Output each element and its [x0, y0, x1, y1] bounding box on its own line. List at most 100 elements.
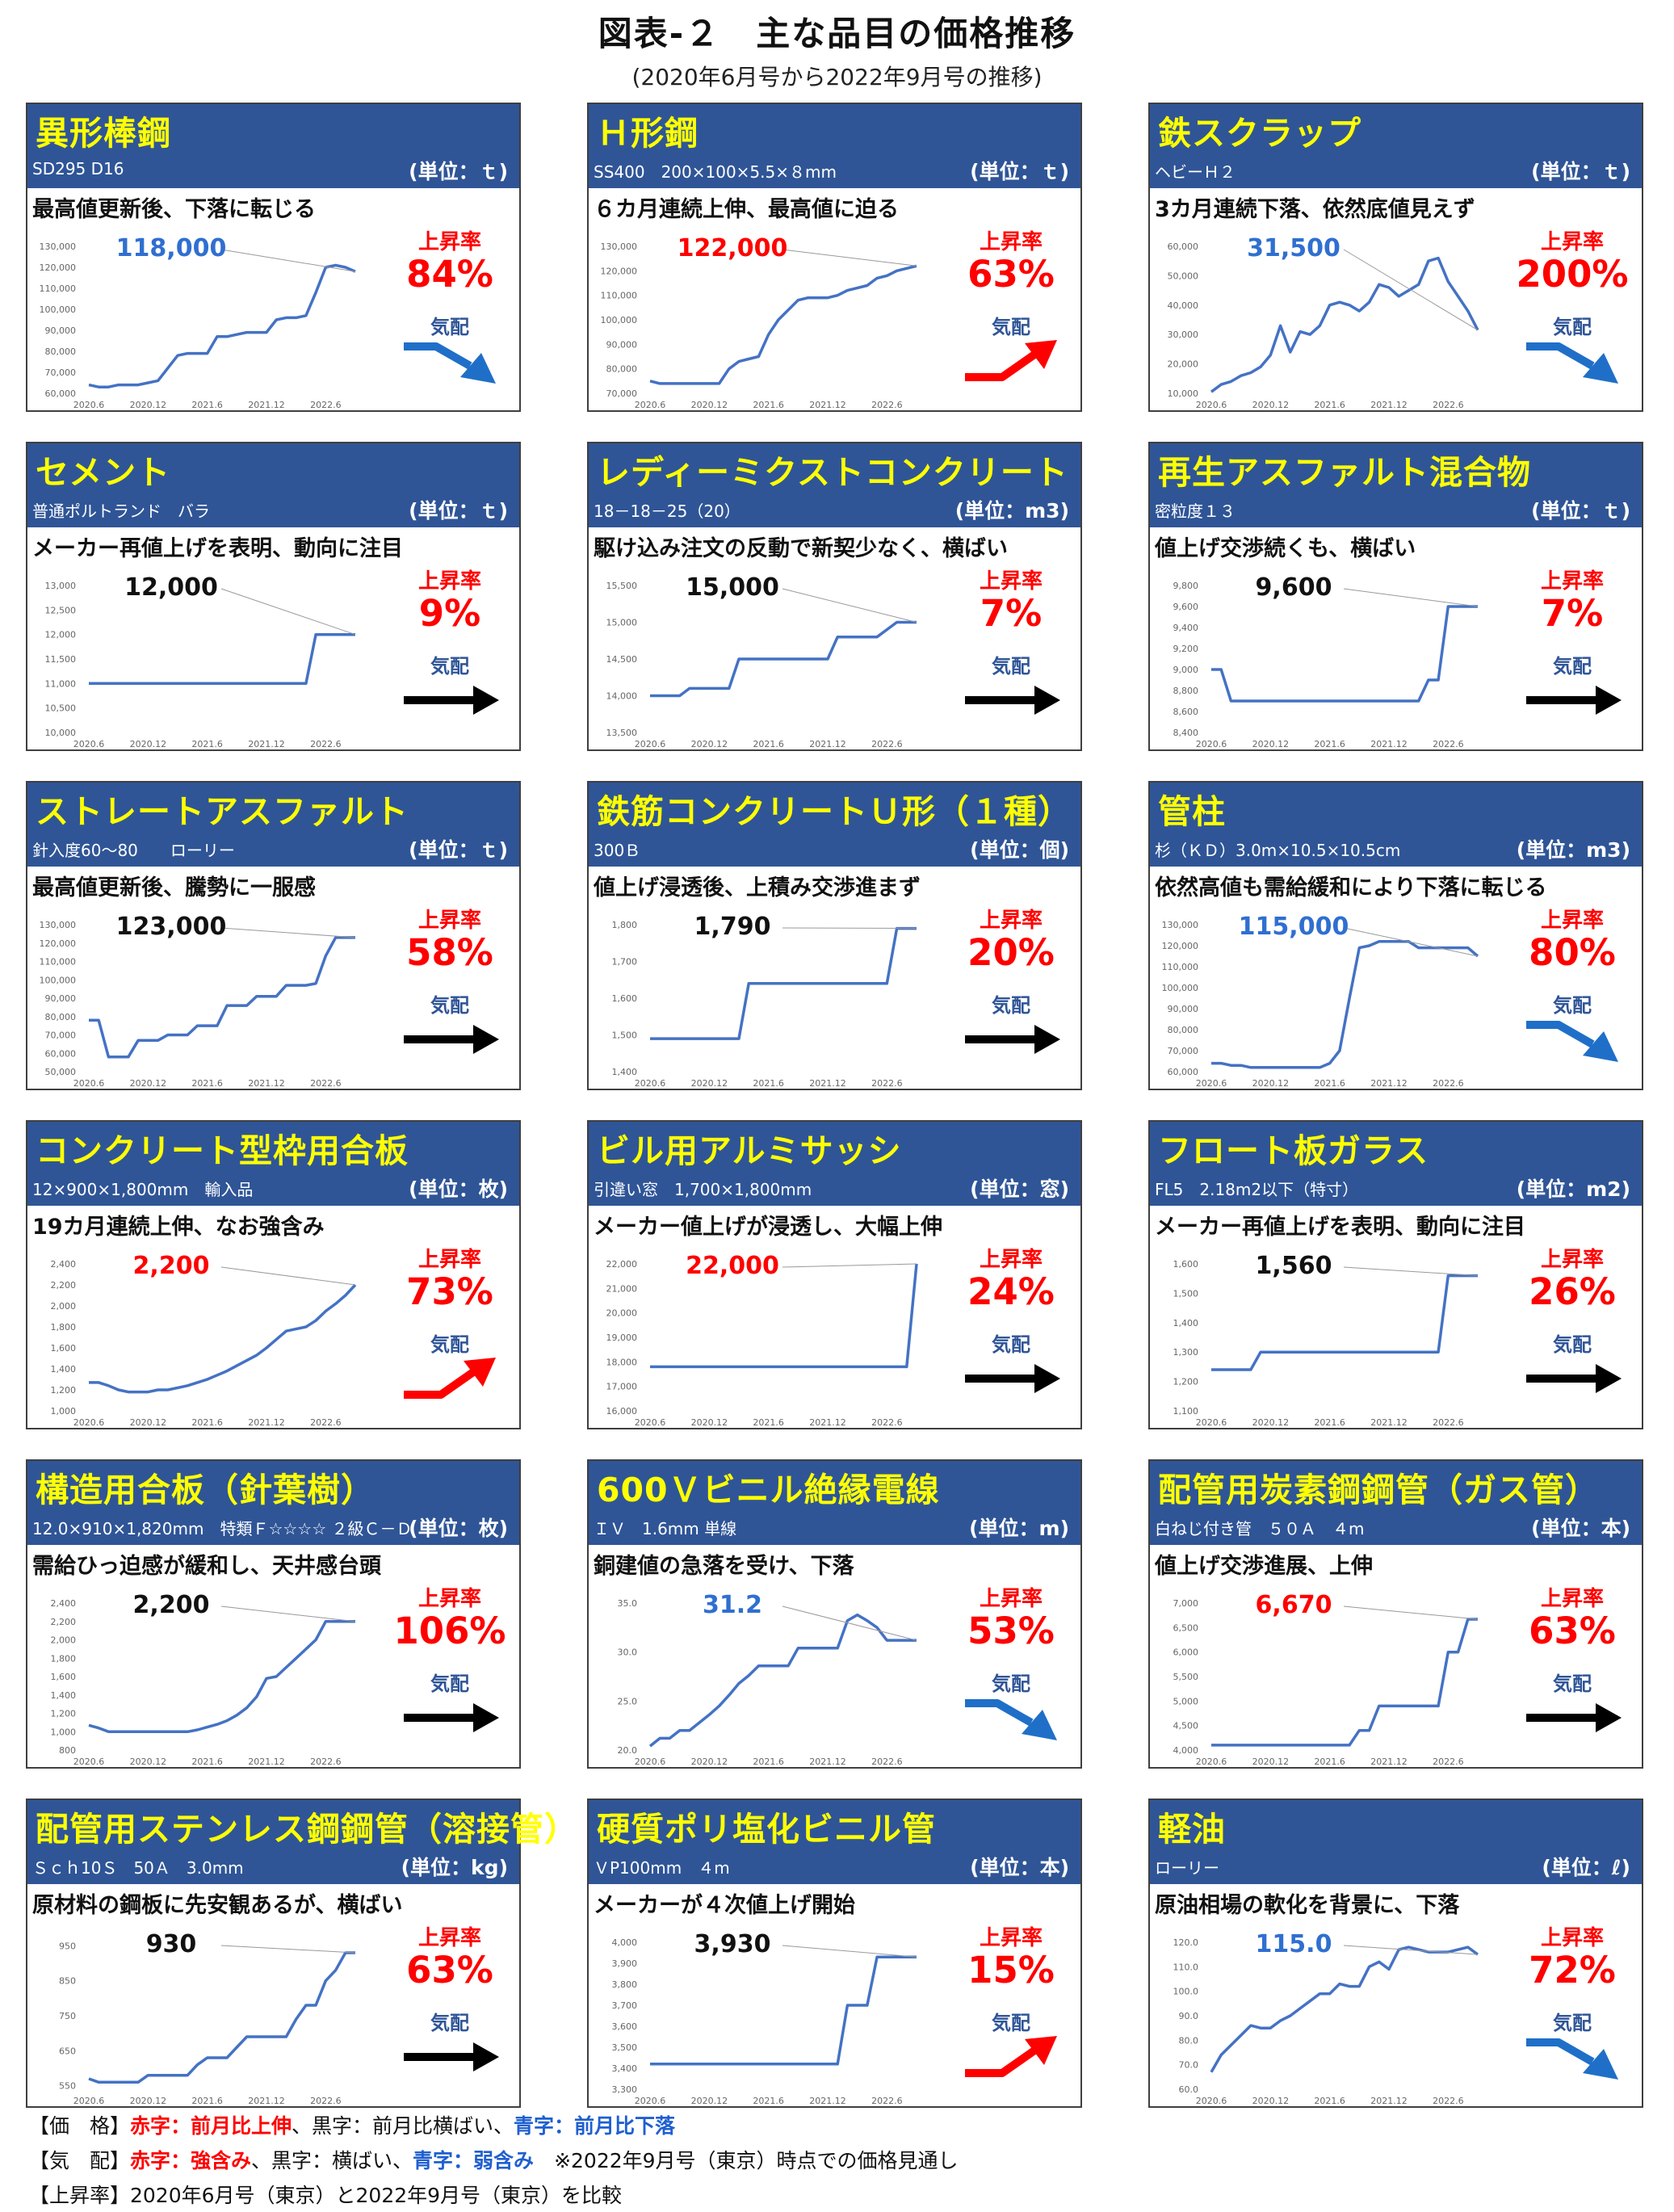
x-tick-label: 2021.6 [1314, 739, 1345, 749]
y-tick-label: 4,000 [1173, 1745, 1199, 1756]
y-tick-label: 5,500 [1173, 1672, 1199, 1682]
y-tick-label: 35.0 [618, 1598, 638, 1609]
callout-leader-line [1343, 927, 1479, 957]
y-tick-label: 30.0 [618, 1647, 638, 1658]
price-panel: セメント 普通ポルトランド バラ (単位：ｔ) メーカー再値上げを表明、動向に注目 10… [26, 442, 521, 751]
price-line-chart: 70,000 80,000 90,000 100,000 110,000 120,000 1… [601, 234, 917, 410]
y-tick-label: 9,400 [1173, 623, 1199, 633]
price-panel: 鉄スクラップ ヘビーＨ２ (単位：ｔ) 3カ月連続下落、依然底値見えず 10,000 20… [1148, 103, 1643, 412]
y-tick-label: 750 [59, 2011, 76, 2021]
trend-up-arrow-icon [404, 1358, 496, 1399]
y-tick-label: 11,500 [45, 654, 77, 665]
callout-leader-line [1343, 1605, 1479, 1620]
item-comment: 値上げ浸透後、上積み交渉進まず [594, 875, 921, 900]
item-unit: (単位：本) [1531, 1517, 1630, 1540]
y-tick-label: 2,200 [51, 1280, 77, 1291]
rate-value: 84% [406, 253, 493, 296]
rate-label: 上昇率 [1540, 569, 1604, 594]
x-tick-label: 2020.12 [691, 1417, 728, 1428]
rate-label: 上昇率 [979, 1587, 1043, 1611]
y-tick-label: 70,000 [45, 1030, 77, 1041]
x-tick-label: 2021.6 [753, 2096, 784, 2106]
y-tick-label: 50,000 [1168, 271, 1199, 281]
price-line-chart: 60.0 70.0 80.0 90.0 100.0 110.0 120.0 2020.6 202… [1173, 1930, 1479, 2106]
price-line-chart: 16,000 17,000 18,000 19,000 20,000 21,000 22,0… [606, 1252, 918, 1428]
panel-header: フロート板ガラス FL5 2.18m2以下（特寸） (単位：m2) [1150, 1122, 1642, 1206]
y-tick-label: 110,000 [40, 283, 77, 294]
latest-price-label: 3,930 [694, 1930, 771, 1958]
x-tick-label: 2022.6 [310, 1078, 342, 1089]
arrow-head [1034, 1364, 1060, 1393]
latest-price-label: 2,200 [133, 1252, 210, 1280]
rate-label: 上昇率 [417, 1248, 481, 1272]
legend-kehai-red: 赤字：強含み [130, 2149, 252, 2172]
y-tick-label: 10,000 [45, 728, 77, 738]
x-tick-label: 2021.6 [191, 1078, 223, 1089]
y-tick-label: 2,400 [51, 1598, 77, 1609]
callout-leader-line [782, 1263, 917, 1268]
x-tick-label: 2020.6 [635, 2096, 666, 2106]
price-panel: 配管用ステンレス鋼鋼管（溶接管） Ｓｃｈ10Ｓ 50Ａ 3.0mm (単位：kg) 原… [26, 1799, 577, 2108]
x-tick-label: 2021.6 [753, 1757, 784, 1767]
price-line-chart: 60,000 70,000 80,000 90,000 100,000 110,000 12… [1162, 913, 1479, 1089]
trend-up-arrow-icon [965, 2036, 1057, 2077]
y-tick-label: 130,000 [40, 920, 77, 930]
y-tick-label: 2,000 [51, 1635, 77, 1646]
kehai-label: 気配 [430, 655, 469, 678]
item-spec: ＩＶ 1.6mm 単線 [594, 1519, 737, 1538]
price-series-line [1211, 1274, 1478, 1371]
arrow-shaft [965, 2046, 1037, 2077]
y-tick-label: 22,000 [606, 1259, 638, 1270]
y-tick-label: 110,000 [1162, 962, 1199, 972]
x-tick-label: 2020.12 [1252, 2096, 1290, 2106]
rate-value: 63% [406, 1949, 493, 1992]
y-tick-label: 800 [59, 1745, 76, 1756]
price-line-chart: 3,300 3,400 3,500 3,600 3,700 3,800 3,900 4,000… [612, 1930, 917, 2106]
y-tick-label: 1,000 [51, 1727, 77, 1737]
arrow-shaft [965, 1699, 1034, 1727]
arrow-head [1596, 1703, 1622, 1732]
item-spec: ＶP100mm ４m [594, 1858, 730, 1878]
latest-price-label: 115.0 [1256, 1930, 1332, 1958]
rate-label: 上昇率 [1540, 909, 1604, 933]
x-tick-label: 2021.6 [1314, 2096, 1345, 2106]
y-tick-label: 9,200 [1173, 644, 1199, 654]
y-tick-label: 1,800 [612, 920, 638, 930]
y-tick-label: 2,400 [51, 1259, 77, 1270]
y-tick-label: 550 [59, 2081, 76, 2092]
price-line-chart: 4,000 4,500 5,000 5,500 6,000 6,500 7,000 2020.… [1173, 1591, 1479, 1767]
y-tick-label: 20,000 [1168, 359, 1199, 370]
y-tick-label: 90,000 [45, 993, 77, 1004]
rate-value: 200% [1516, 253, 1629, 296]
trend-flat-arrow-icon [965, 1025, 1060, 1054]
y-tick-label: 1,400 [1173, 1318, 1199, 1328]
item-spec: 12.0×910×1,820mm 特類Ｆ☆☆☆☆ ２級Ｃ－Ｄ [32, 1519, 413, 1538]
legend-kehai-sep: 、黒字：横ばい、 [251, 2149, 413, 2172]
panel-header: 硬質ポリ塩化ビニル管 ＶP100mm ４m (単位：本) [589, 1800, 1080, 1884]
y-tick-label: 12,000 [45, 630, 77, 640]
panel-header: Ｈ形鋼 SS400 200×100×5.5×８mm (単位：ｔ) [589, 104, 1080, 188]
y-tick-label: 110,000 [40, 957, 77, 967]
panel-header: ストレートアスファルト 針入度60～80 ローリー (単位：ｔ) [27, 783, 519, 867]
y-tick-label: 650 [59, 2046, 76, 2056]
x-tick-label: 2022.6 [310, 2096, 342, 2106]
price-line-chart: 60,000 70,000 80,000 90,000 100,000 110,000 12… [40, 234, 356, 410]
item-spec: 針入度60～80 ローリー [32, 841, 235, 860]
item-comment: 3カ月連続下落、依然底値見えず [1155, 197, 1475, 222]
y-tick-label: 3,400 [612, 2063, 638, 2074]
item-name: 鉄スクラップ [1158, 114, 1361, 153]
item-unit: (単位：個) [970, 838, 1069, 862]
callout-leader-line [782, 927, 917, 930]
x-tick-label: 2021.12 [809, 1757, 846, 1767]
item-unit: (単位：ｔ) [1531, 499, 1630, 523]
y-tick-label: 4,500 [1173, 1721, 1199, 1731]
rate-label: 上昇率 [417, 1926, 481, 1950]
y-tick-label: 3,500 [612, 2042, 638, 2053]
x-tick-label: 2020.6 [1196, 1757, 1227, 1767]
price-line-chart: 1,000 1,200 1,400 1,600 1,800 2,000 2,200 2,400… [51, 1252, 357, 1428]
y-tick-label: 850 [59, 1976, 76, 1987]
legend-price-head: 【価 格】 [29, 2114, 131, 2138]
item-name: 構造用合板（針葉樹） [36, 1471, 375, 1509]
trend-flat-arrow-icon [404, 686, 499, 715]
y-tick-label: 60,000 [1168, 1067, 1199, 1077]
